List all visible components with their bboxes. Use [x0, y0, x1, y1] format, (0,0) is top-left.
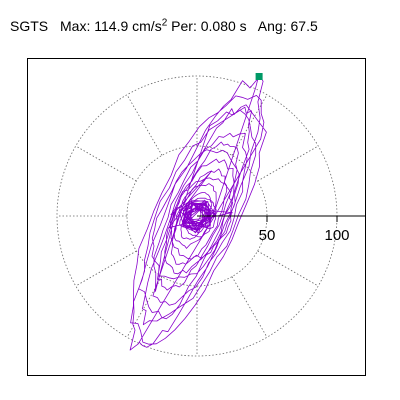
max-label: Max:	[60, 18, 91, 34]
per-label: Per:	[171, 18, 197, 34]
per-unit: s	[239, 18, 247, 34]
per-value: 0.080	[200, 18, 236, 34]
chart-title: SGTS Max: 114.9 cm/s2 Per: 0.080 s Ang: …	[10, 16, 318, 36]
max-value: 114.9	[94, 18, 129, 34]
plot-frame	[27, 58, 366, 376]
max-unit: cm/s	[132, 18, 162, 34]
max-unit-exponent: 2	[161, 17, 168, 29]
station-code: SGTS	[10, 18, 49, 34]
ang-value: 67.5	[290, 18, 318, 34]
ang-label: Ang:	[257, 18, 287, 34]
